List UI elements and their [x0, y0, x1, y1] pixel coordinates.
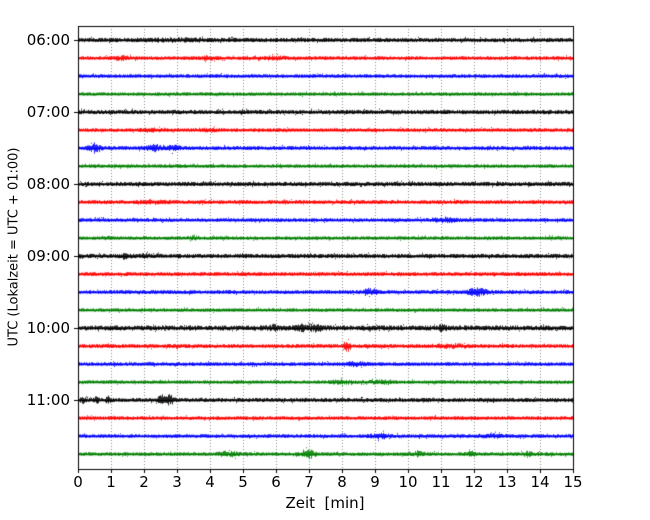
- y-tick-label: 06:00: [26, 31, 70, 49]
- x-tick-label: 8: [337, 473, 347, 491]
- x-tick-label: 10: [398, 473, 418, 491]
- x-tick-label: 0: [73, 473, 83, 491]
- x-tick-label: 9: [370, 473, 380, 491]
- y-tick-label: 08:00: [26, 175, 70, 193]
- y-tick-label: 07:00: [26, 103, 70, 121]
- y-tick-label: 09:00: [26, 247, 70, 265]
- x-tick-label: 1: [106, 473, 116, 491]
- x-tick-label: 12: [464, 473, 484, 491]
- x-tick-label: 15: [563, 473, 583, 491]
- x-tick-label: 5: [238, 473, 248, 491]
- x-tick-label: 13: [497, 473, 517, 491]
- x-tick-label: 11: [431, 473, 451, 491]
- x-tick-label: 4: [205, 473, 215, 491]
- y-tick-label: 10:00: [26, 319, 70, 337]
- x-tick-label: 14: [530, 473, 550, 491]
- x-axis-label: Zeit [min]: [285, 494, 365, 512]
- y-tick-label: 11:00: [26, 391, 70, 409]
- x-tick-label: 6: [271, 473, 281, 491]
- x-tick-label: 2: [139, 473, 149, 491]
- x-tick-label: 3: [172, 473, 182, 491]
- x-tick-label: 7: [304, 473, 314, 491]
